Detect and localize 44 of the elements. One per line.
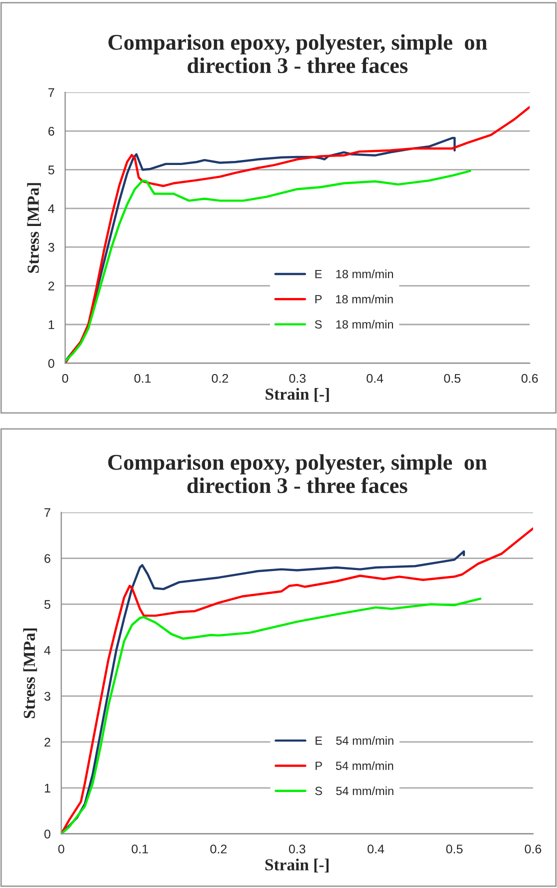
x-tick-label: 0 bbox=[58, 844, 64, 854]
y-tick-label: 6 bbox=[48, 126, 54, 136]
x-tick-label: 0.4 bbox=[366, 374, 384, 383]
x-tick-label: 0.3 bbox=[289, 374, 306, 383]
y-tick-label: 5 bbox=[48, 166, 54, 174]
y-tick-label: 4 bbox=[44, 646, 50, 655]
chart-title: Comparison epoxy, polyester, simple on direction 3 - three faces bbox=[108, 34, 488, 74]
legend-label: S 54 mm/min bbox=[315, 786, 394, 796]
legend-label: E 54 mm/min bbox=[316, 736, 394, 745]
x-axis-title: Strain [-] bbox=[266, 388, 329, 402]
x-tick-label: 0.6 bbox=[522, 374, 538, 383]
y-tick-label: 7 bbox=[48, 88, 54, 97]
y-tick-label: 2 bbox=[44, 738, 50, 747]
y-axis-title: Stress [MPa] bbox=[27, 183, 41, 273]
line-series bbox=[61, 598, 482, 834]
y-tick-label: 1 bbox=[44, 784, 50, 792]
y-tick-label: 5 bbox=[44, 600, 50, 609]
line-series bbox=[65, 170, 472, 362]
y-tick-label: 0 bbox=[48, 358, 54, 368]
x-tick-label: 0.5 bbox=[446, 844, 463, 854]
legend-label: P 54 mm/min bbox=[316, 761, 394, 770]
y-tick-label: 6 bbox=[44, 554, 50, 563]
x-tick-label: 0.5 bbox=[444, 374, 460, 383]
legend-label: P 18 mm/min bbox=[315, 294, 393, 304]
x-tick-label: 0.4 bbox=[368, 844, 384, 854]
x-tick-label: 0 bbox=[62, 374, 68, 383]
chart-title: Comparison epoxy, polyester, simple on direction 3 - three faces bbox=[108, 454, 487, 494]
x-tick-label: 0.1 bbox=[132, 844, 148, 854]
x-axis-title: Strain [-] bbox=[265, 858, 329, 872]
x-tick-label: 0.6 bbox=[524, 844, 542, 854]
y-tick-label: 3 bbox=[44, 692, 50, 701]
y-tick-label: 1 bbox=[48, 320, 54, 330]
legend-label: E 18 mm/min bbox=[315, 270, 394, 278]
y-tick-label: 7 bbox=[44, 508, 50, 517]
y-axis-title: Stress [MPa] bbox=[23, 628, 38, 718]
y-tick-label: 0 bbox=[44, 830, 50, 838]
y-tick-label: 2 bbox=[48, 282, 54, 290]
x-tick-label: 0.2 bbox=[210, 844, 227, 854]
legend-label: S 18 mm/min bbox=[314, 320, 394, 329]
y-tick-label: 4 bbox=[48, 204, 54, 213]
x-tick-label: 0.2 bbox=[212, 374, 228, 383]
x-tick-label: 0.1 bbox=[134, 374, 151, 383]
x-tick-label: 0.3 bbox=[288, 844, 306, 854]
y-tick-label: 3 bbox=[48, 242, 54, 252]
